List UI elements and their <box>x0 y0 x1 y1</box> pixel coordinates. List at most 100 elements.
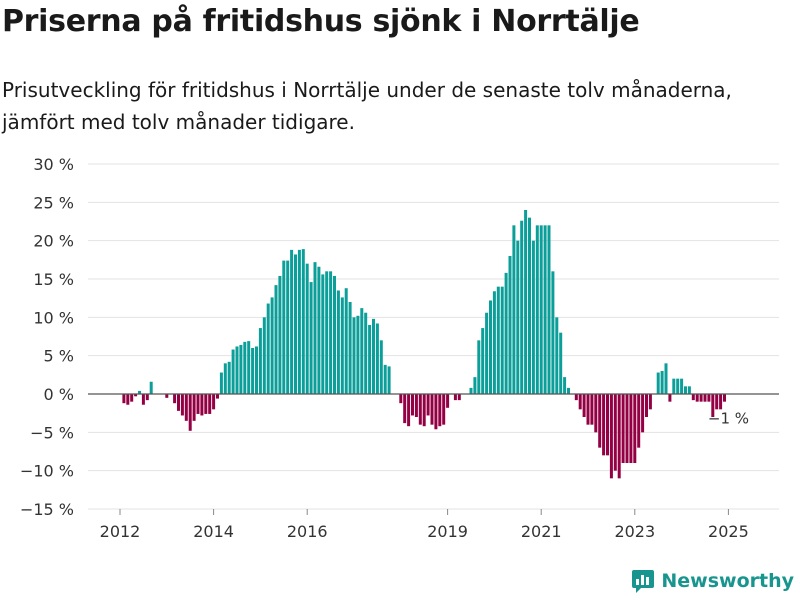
x-tick-label: 2016 <box>287 522 328 541</box>
bar <box>496 286 500 394</box>
bar <box>231 349 235 394</box>
bar <box>364 312 368 394</box>
bar <box>192 394 196 421</box>
bar <box>590 394 594 425</box>
bar <box>184 394 188 421</box>
bar <box>227 361 231 394</box>
bar <box>309 282 313 394</box>
bar <box>633 394 637 463</box>
bar <box>180 394 184 416</box>
bar <box>489 300 492 394</box>
bar <box>485 312 489 394</box>
y-tick-label: 15 % <box>33 270 74 289</box>
bar <box>438 394 442 427</box>
bar <box>528 217 531 394</box>
gridlines <box>88 163 779 510</box>
newsworthy-logo-text: Newsworthy <box>661 570 794 592</box>
bar <box>621 394 625 463</box>
bar <box>138 390 141 394</box>
bar <box>255 346 258 394</box>
bar <box>500 286 504 394</box>
bar <box>251 348 255 394</box>
bar <box>606 394 609 456</box>
bar <box>282 260 286 394</box>
y-tick-label: −10 % <box>20 462 74 481</box>
bar <box>399 394 403 404</box>
bar <box>645 394 648 417</box>
bar <box>613 394 617 471</box>
bar <box>695 394 699 402</box>
bar <box>656 372 660 394</box>
last-value-label: −1 % <box>708 410 749 428</box>
bar <box>239 344 243 394</box>
bar <box>664 363 668 394</box>
bar <box>317 266 321 394</box>
bar <box>477 340 481 394</box>
y-tick-label: 20 % <box>33 232 74 251</box>
bar <box>177 394 180 411</box>
bar <box>637 394 641 448</box>
bar <box>586 394 590 425</box>
y-tick-label: −15 % <box>20 500 74 519</box>
chart-subtitle: Prisutveckling för fritidshus i Norrtälj… <box>2 78 732 134</box>
bar <box>216 394 219 399</box>
bar <box>321 274 325 394</box>
newsworthy-logo: Newsworthy <box>631 568 794 594</box>
y-tick-label: 25 % <box>33 193 74 212</box>
annotations: −1 % <box>708 410 749 428</box>
bar <box>520 220 524 394</box>
bar <box>641 394 645 433</box>
bar <box>715 394 719 410</box>
bar <box>235 346 239 394</box>
bar <box>551 271 555 394</box>
bar <box>699 394 703 402</box>
bar <box>469 387 473 394</box>
bar <box>173 394 177 404</box>
bar <box>372 318 375 394</box>
bar <box>531 240 535 394</box>
bar <box>539 225 543 394</box>
bar <box>165 394 169 398</box>
bar <box>609 394 613 479</box>
bar <box>329 271 333 394</box>
x-tick-label: 2025 <box>708 522 749 541</box>
bar <box>262 317 266 394</box>
bar <box>403 394 407 424</box>
bar <box>547 225 551 394</box>
bar <box>598 394 602 448</box>
x-tick-label: 2023 <box>614 522 655 541</box>
bar <box>668 394 672 402</box>
bar <box>672 378 676 394</box>
bar <box>344 288 348 394</box>
y-tick-label: −5 % <box>30 423 74 442</box>
x-axis-labels: 2012 2014 2016 2019 2021 2023 2025 <box>100 509 749 541</box>
bar <box>442 394 446 425</box>
bar <box>543 225 547 394</box>
bar <box>126 394 130 405</box>
bar <box>504 272 508 394</box>
bar <box>422 394 426 427</box>
bar <box>196 394 200 414</box>
bar <box>660 371 664 394</box>
bar <box>602 394 606 456</box>
y-axis-labels: −15 % −10 % −5 % 0 % 5 % 10 % 15 % 20 % 25 % 30 % <box>20 155 74 519</box>
bar <box>297 249 301 394</box>
x-tick-label: 2019 <box>427 522 468 541</box>
bar <box>294 254 297 394</box>
bar <box>188 394 192 431</box>
bar <box>563 377 567 394</box>
bar <box>508 256 512 394</box>
bar <box>707 394 711 402</box>
newsworthy-logo-icon <box>632 570 655 593</box>
bar <box>145 394 149 401</box>
bar <box>629 394 633 463</box>
bar <box>333 275 336 394</box>
bar <box>453 394 457 401</box>
x-tick-label: 2012 <box>100 522 141 541</box>
bar <box>446 394 450 408</box>
bar <box>290 249 294 394</box>
bar <box>375 323 379 394</box>
bar <box>648 394 652 410</box>
bar <box>703 394 707 402</box>
bar <box>278 275 282 394</box>
